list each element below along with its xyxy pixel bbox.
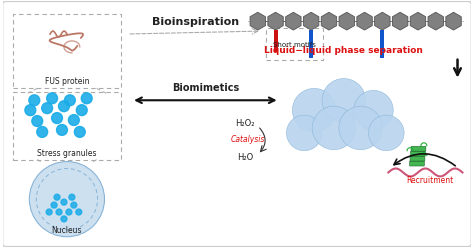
FancyBboxPatch shape [12, 14, 121, 88]
Circle shape [66, 209, 72, 215]
Circle shape [286, 115, 322, 151]
Text: H₂O: H₂O [237, 153, 253, 162]
Polygon shape [410, 12, 426, 30]
Circle shape [69, 194, 75, 200]
FancyBboxPatch shape [410, 151, 425, 156]
Circle shape [56, 209, 62, 215]
Circle shape [32, 116, 43, 126]
Circle shape [312, 106, 356, 150]
Text: H₂O₂: H₂O₂ [235, 119, 255, 127]
Circle shape [29, 162, 104, 237]
Circle shape [58, 101, 69, 112]
Circle shape [292, 88, 336, 132]
FancyBboxPatch shape [309, 30, 313, 58]
Circle shape [46, 209, 52, 215]
Text: Bioinspiration: Bioinspiration [152, 17, 239, 27]
Circle shape [42, 103, 53, 114]
Polygon shape [303, 12, 319, 30]
Polygon shape [286, 12, 301, 30]
Text: Catalysis: Catalysis [231, 135, 265, 144]
Circle shape [25, 105, 36, 116]
Polygon shape [321, 12, 337, 30]
FancyBboxPatch shape [411, 146, 426, 151]
Polygon shape [250, 12, 265, 30]
Text: Stress granules: Stress granules [37, 149, 97, 158]
Circle shape [368, 115, 404, 151]
Circle shape [56, 124, 67, 135]
Text: Liquid−liquid phase separation: Liquid−liquid phase separation [264, 46, 423, 55]
Circle shape [37, 126, 48, 137]
Polygon shape [392, 12, 408, 30]
FancyBboxPatch shape [273, 30, 278, 52]
Polygon shape [428, 12, 444, 30]
Text: FUS protein: FUS protein [45, 77, 89, 86]
FancyBboxPatch shape [410, 161, 424, 166]
Circle shape [74, 126, 85, 137]
Circle shape [64, 95, 75, 106]
Circle shape [54, 194, 60, 200]
Polygon shape [339, 12, 355, 30]
Circle shape [354, 90, 393, 130]
Circle shape [61, 199, 67, 205]
Polygon shape [357, 12, 372, 30]
Circle shape [76, 105, 87, 116]
Text: Short motifs: Short motifs [273, 42, 316, 48]
Circle shape [61, 216, 67, 222]
FancyBboxPatch shape [380, 30, 384, 58]
Circle shape [71, 202, 77, 208]
Circle shape [52, 113, 63, 124]
Polygon shape [268, 12, 283, 30]
FancyBboxPatch shape [3, 1, 471, 247]
Circle shape [322, 79, 365, 122]
FancyBboxPatch shape [12, 92, 121, 160]
Circle shape [68, 115, 79, 125]
Circle shape [339, 106, 383, 150]
Circle shape [81, 93, 92, 104]
Text: Nucleus: Nucleus [52, 226, 82, 235]
Circle shape [76, 209, 82, 215]
Text: Biomimetics: Biomimetics [172, 83, 239, 93]
Circle shape [46, 93, 57, 104]
Polygon shape [374, 12, 390, 30]
Polygon shape [446, 12, 461, 30]
FancyBboxPatch shape [410, 156, 425, 161]
Circle shape [29, 95, 40, 106]
Text: Recruitment: Recruitment [406, 176, 454, 185]
Circle shape [51, 202, 57, 208]
